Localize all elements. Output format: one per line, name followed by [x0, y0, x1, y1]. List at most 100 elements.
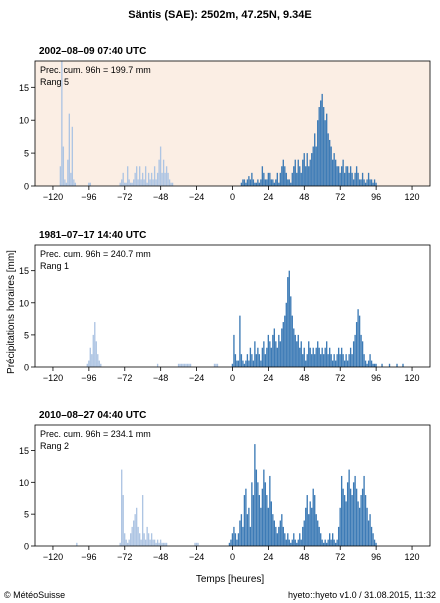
bar-past [88, 360, 90, 367]
bar-past [121, 179, 123, 186]
chart-panel-1: 2002–08–09 07:40 UTC 0 5 10 15 −120 −96 −72 −48 −… [19, 46, 431, 202]
bar-current [273, 328, 275, 367]
chart-panel-3: 2010–08–27 04:40 UTC 0 5 10 15 −120 −96 −72 −48 −… [19, 410, 431, 562]
bar-current [288, 539, 290, 546]
bar-current [375, 363, 377, 367]
x-tick-label: 0 [230, 373, 235, 383]
bar-past [186, 363, 189, 367]
bar-past [92, 334, 94, 367]
bar-current [342, 159, 344, 186]
bar-current [252, 179, 255, 186]
bar-past [158, 542, 160, 546]
bar-past [70, 172, 72, 186]
bar-current [285, 302, 287, 367]
bar-current [263, 341, 265, 367]
bar-past [137, 179, 139, 186]
bar-current [326, 542, 328, 546]
bar-current [373, 363, 376, 367]
bar-current [358, 315, 361, 367]
bar-past [161, 172, 163, 186]
bar-current [334, 159, 337, 186]
bar-current [352, 179, 355, 186]
bar-past [97, 354, 99, 367]
bar-past [141, 172, 144, 186]
bar-current [257, 482, 259, 546]
bar-current [284, 166, 286, 186]
bar-current [360, 334, 362, 367]
bar-past [127, 542, 129, 546]
bar-current [339, 172, 341, 186]
bar-current [367, 172, 370, 186]
bar-past [152, 179, 154, 186]
chart-annotation: Rang 2 [40, 441, 69, 451]
bar-current [305, 507, 307, 546]
bar-current [366, 507, 368, 546]
bar-current [345, 501, 347, 546]
bar-past [130, 533, 132, 546]
bar-current [266, 179, 268, 186]
bar-current [267, 172, 270, 186]
bar-current [284, 533, 286, 546]
bar-current [299, 533, 301, 546]
bar-current [269, 475, 271, 546]
bar-past [146, 182, 148, 186]
bar-past [71, 126, 74, 186]
bar-past [182, 363, 184, 367]
bar-current [231, 533, 234, 546]
bar-past [162, 159, 165, 186]
x-tick-label: −96 [81, 552, 96, 562]
bar-current [302, 526, 304, 546]
bar-current [349, 488, 352, 546]
bar-current [333, 354, 335, 367]
bar-current [270, 347, 272, 367]
bar-current [345, 166, 347, 186]
bar-current [354, 475, 356, 546]
bar-current [237, 360, 240, 367]
bar-current [324, 120, 326, 186]
bar-current [273, 520, 275, 546]
bar-current [296, 542, 298, 546]
bar-past [64, 179, 66, 186]
bar-current [337, 347, 340, 367]
bar-past [135, 507, 138, 546]
bar-current [402, 363, 404, 367]
bar-current [255, 354, 258, 367]
x-tick-label: 24 [263, 552, 273, 562]
bar-current [340, 475, 343, 546]
bar-current [297, 334, 299, 367]
bar-current [239, 315, 241, 367]
bar-past [189, 363, 192, 367]
bar-past [125, 182, 127, 186]
bar-current [334, 542, 337, 546]
bar-past [143, 179, 145, 186]
y-tick-label: 10 [19, 298, 29, 308]
bar-current [261, 166, 264, 186]
x-tick-label: 72 [335, 373, 345, 383]
bar-past [144, 166, 147, 186]
bar-current [346, 166, 349, 186]
bar-current [318, 107, 320, 186]
bar-past [86, 363, 88, 367]
bar-current [242, 526, 244, 546]
bar-current [309, 347, 311, 367]
bar-past [179, 363, 181, 367]
bar-past [152, 539, 154, 546]
bar-current [314, 354, 316, 367]
bar-current [251, 172, 253, 186]
bar-current [233, 526, 235, 546]
bar-current [303, 347, 305, 367]
bar-current [343, 360, 346, 367]
bar-current [388, 363, 391, 367]
bar-current [284, 315, 286, 367]
bar-current [321, 539, 323, 546]
bar-current [308, 514, 310, 546]
bar-current [320, 533, 322, 546]
bar-current [340, 166, 343, 186]
bar-current [332, 159, 334, 186]
bar-current [249, 179, 252, 186]
bar-current [357, 309, 359, 367]
bar-past [119, 542, 121, 546]
bar-current [234, 533, 237, 546]
bar-current [281, 514, 283, 546]
bar-past [156, 172, 159, 186]
